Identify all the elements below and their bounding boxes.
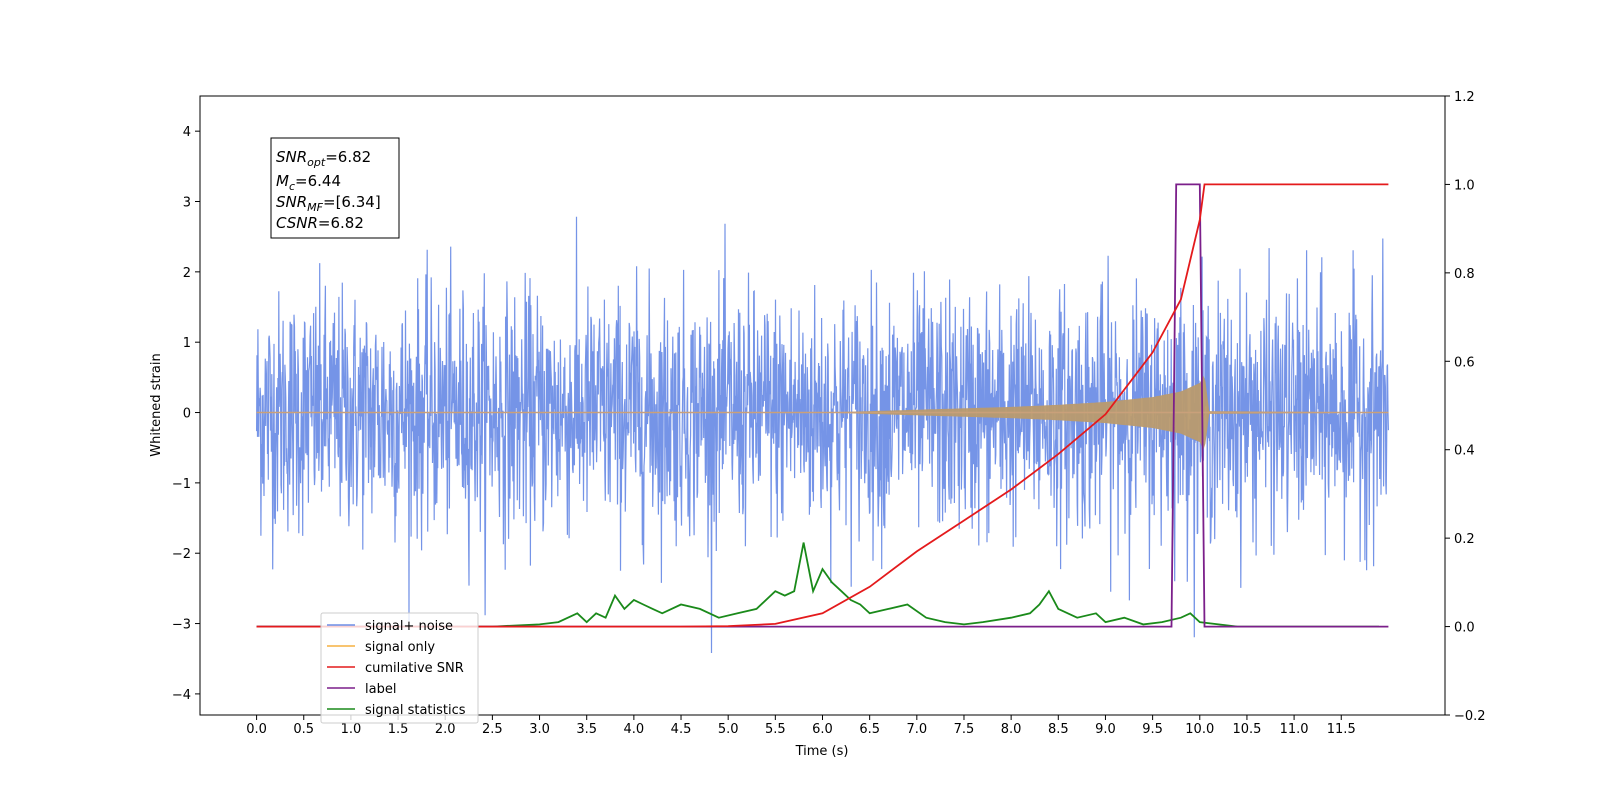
x-tick-label: 2.0	[435, 722, 456, 737]
x-tick-label: 5.0	[718, 722, 739, 737]
x-axis: 0.0 0.5 1.0 1.5 2.0 2.5 3.0 3.5 4.0 4.5 5.0 5.5 6.0 6…	[246, 715, 1356, 737]
y-right-tick-label: 0.4	[1454, 444, 1475, 459]
annotation-snr-opt: SNRopt=6.82	[276, 148, 371, 169]
y-left-tick-label: 1	[183, 336, 191, 351]
annotation-snr-mf: SNRMF=[6.34]	[276, 193, 381, 214]
series-cumulative-snr	[256, 183, 1389, 628]
x-tick-label: 6.5	[859, 722, 880, 737]
annotation-csnr: CSNR=6.82	[276, 214, 364, 232]
y-right-tick-label: 1.2	[1454, 90, 1475, 105]
x-tick-label: 7.0	[906, 722, 927, 737]
y-left-tick-label: 0	[183, 407, 191, 422]
y-axis-label: Whitened strain	[149, 353, 164, 456]
y-left-tick-label: −4	[172, 688, 191, 703]
y-axis-right: −0.2 0.0 0.2 0.4 0.6 0.8 1.0 1.2	[1445, 90, 1486, 724]
x-tick-label: 9.5	[1142, 722, 1163, 737]
x-tick-label: 10.5	[1232, 722, 1261, 737]
x-tick-label: 1.5	[388, 722, 409, 737]
x-tick-label: 6.0	[812, 722, 833, 737]
y-right-tick-label: 0.6	[1454, 355, 1475, 370]
stats-annotation-box: SNRopt=6.82 Mc=6.44 SNRMF=[6.34] CSNR=6.…	[270, 137, 400, 239]
x-tick-label: 9.0	[1095, 722, 1116, 737]
y-left-tick-label: 3	[183, 196, 191, 211]
y-right-tick-label: 0.2	[1454, 532, 1475, 547]
y-right-tick-label: −0.2	[1454, 709, 1486, 724]
series-signal-noise	[256, 216, 1389, 654]
x-tick-label: 2.5	[482, 722, 503, 737]
y-left-tick-label: −3	[172, 618, 191, 633]
y-left-tick-label: −2	[172, 547, 191, 562]
x-tick-label: 8.0	[1001, 722, 1022, 737]
annotation-mc: Mc=6.44	[276, 172, 341, 193]
legend: signal+ noise signal only cumilative SNR…	[320, 612, 479, 724]
x-tick-label: 10.0	[1185, 722, 1214, 737]
legend-label-signal-noise: signal+ noise	[365, 619, 453, 634]
y-right-tick-label: 1.0	[1454, 178, 1475, 193]
legend-label-cumulative-snr: cumilative SNR	[365, 661, 464, 676]
x-tick-label: 3.0	[529, 722, 550, 737]
x-tick-label: 1.0	[341, 722, 362, 737]
y-left-tick-label: 4	[183, 125, 191, 140]
x-tick-label: 11.5	[1327, 722, 1356, 737]
series-signal-statistics	[256, 542, 1379, 628]
plot-area	[256, 183, 1389, 654]
y-axis-left: −4 −3 −2 −1 0 1 2 3 4	[172, 125, 200, 703]
legend-label-signal-only: signal only	[365, 640, 435, 655]
x-tick-label: 7.5	[954, 722, 975, 737]
x-tick-label: 8.5	[1048, 722, 1069, 737]
y-left-tick-label: −1	[172, 477, 191, 492]
x-axis-label: Time (s)	[795, 744, 849, 759]
x-tick-label: 0.0	[246, 722, 267, 737]
x-tick-label: 11.0	[1280, 722, 1309, 737]
x-tick-label: 3.5	[576, 722, 597, 737]
y-left-tick-label: 2	[183, 266, 191, 281]
y-right-tick-label: 0.8	[1454, 267, 1475, 282]
x-tick-label: 5.5	[765, 722, 786, 737]
x-tick-label: 4.5	[671, 722, 692, 737]
series-label	[256, 183, 1389, 628]
x-tick-label: 0.5	[293, 722, 314, 737]
legend-label-signal-statistics: signal statistics	[365, 703, 466, 718]
legend-label-label: label	[365, 682, 396, 697]
x-tick-label: 4.0	[624, 722, 645, 737]
y-right-tick-label: 0.0	[1454, 621, 1475, 636]
